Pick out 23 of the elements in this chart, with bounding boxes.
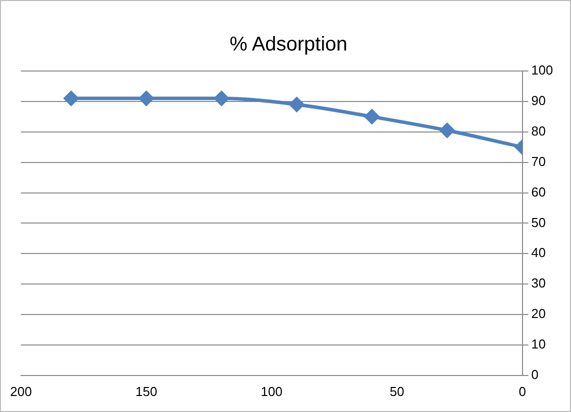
x-tick-label: 0 [518,384,526,399]
point [139,91,154,106]
y-tick-label: 40 [531,245,546,260]
x-tick-label: 200 [10,384,32,399]
point [440,123,454,138]
y-tick-label: 50 [531,214,546,230]
point [214,91,229,106]
x-tick-label: 150 [135,384,158,399]
y-tick-label: 10 [531,336,546,352]
y-tick-label: 30 [531,276,546,291]
y-tick-label: 100 [531,62,554,78]
y-tick-label: 80 [531,123,546,138]
chart-title: % Adsorption [230,34,348,56]
y-tick-label: 70 [531,154,546,169]
y-tick-label: 0 [531,366,539,382]
point [64,91,78,106]
point [364,109,380,124]
y-tick-label: 60 [531,184,546,200]
y-tick-label: 20 [531,306,546,322]
y-tick-label: 90 [531,93,546,108]
x-tick-label: 100 [260,384,283,399]
x-tick-label: 50 [390,384,404,399]
point [289,97,304,112]
